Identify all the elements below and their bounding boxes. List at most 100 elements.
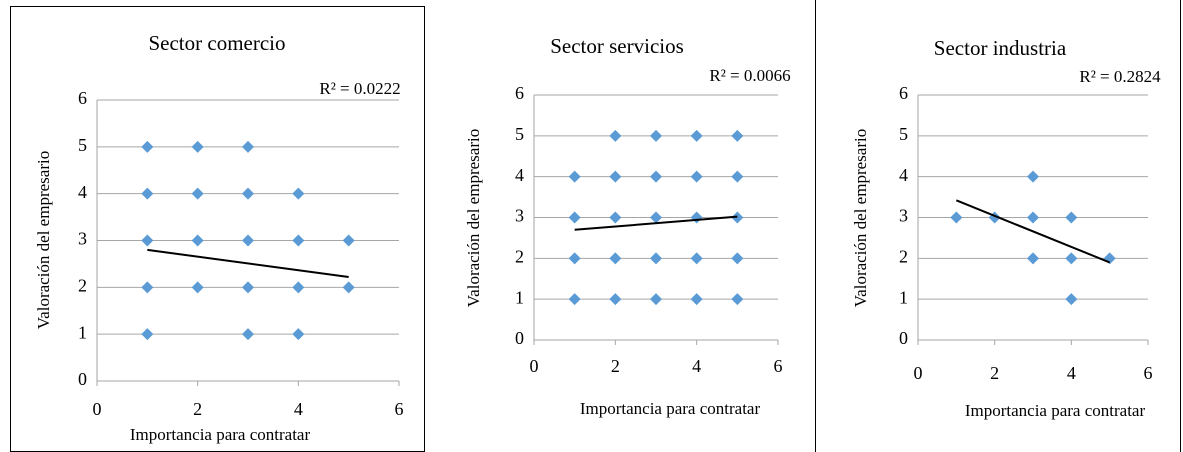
point	[568, 293, 581, 306]
y-tick-label: 3	[899, 206, 908, 226]
y-tick-label: 3	[78, 229, 87, 249]
y-tick-label: 0	[78, 369, 87, 389]
point	[141, 328, 154, 341]
point	[242, 187, 254, 200]
y-tick-label: 4	[899, 165, 908, 185]
point	[609, 252, 622, 265]
point	[650, 293, 662, 306]
y-tick-label: 0	[515, 328, 524, 348]
point	[191, 187, 204, 200]
point	[690, 293, 703, 306]
point	[1065, 252, 1078, 265]
y-tick-label: 1	[515, 287, 524, 307]
point	[731, 170, 744, 183]
point	[141, 234, 154, 247]
point	[690, 170, 703, 183]
chart-title: Sector comercio	[148, 31, 285, 55]
point	[690, 252, 703, 265]
y-tick-label: 2	[515, 246, 524, 266]
y-tick-label: 4	[515, 165, 524, 185]
point	[292, 187, 305, 200]
y-axis-label: Valoración del empresario	[464, 129, 483, 307]
panel-frame	[10, 6, 425, 452]
y-tick-label: 6	[515, 83, 524, 103]
point	[568, 170, 581, 183]
y-tick-label: 5	[515, 124, 524, 144]
point	[568, 252, 581, 265]
y-tick-label: 5	[899, 124, 908, 144]
point	[731, 129, 744, 142]
point	[191, 140, 204, 153]
point	[1065, 211, 1078, 224]
point	[342, 234, 355, 247]
point	[731, 252, 744, 265]
point	[609, 170, 622, 183]
point	[242, 234, 254, 247]
point	[141, 140, 154, 153]
y-tick-label: 3	[515, 206, 524, 226]
point	[568, 211, 581, 224]
point	[731, 293, 744, 306]
point	[292, 328, 305, 341]
x-tick-label: 6	[1144, 363, 1153, 383]
point	[650, 129, 662, 142]
x-tick-label: 4	[692, 356, 701, 376]
point	[141, 187, 154, 200]
point	[650, 252, 662, 265]
x-tick-label: 0	[530, 356, 539, 376]
trendline	[574, 215, 738, 231]
x-tick-label: 4	[294, 399, 303, 419]
point	[1027, 252, 1039, 265]
point	[609, 129, 622, 142]
y-tick-label: 5	[78, 135, 87, 155]
y-tick-label: 1	[899, 287, 908, 307]
point	[650, 211, 662, 224]
y-tick-label: 4	[78, 182, 87, 202]
point	[690, 129, 703, 142]
x-tick-label: 6	[395, 399, 404, 419]
x-axis-label: Importancia para contratar	[580, 399, 761, 418]
point	[650, 170, 662, 183]
y-tick-label: 2	[899, 246, 908, 266]
point	[690, 211, 703, 224]
point	[342, 281, 355, 294]
point	[191, 281, 204, 294]
y-tick-label: 1	[78, 322, 87, 342]
r-squared: R² = 0.0066	[709, 66, 790, 85]
y-tick-label: 0	[899, 328, 908, 348]
point	[141, 281, 154, 294]
x-axis-label: Importancia para contratar	[130, 425, 311, 444]
point	[242, 328, 254, 341]
x-tick-label: 6	[774, 356, 783, 376]
point	[609, 293, 622, 306]
point	[1103, 252, 1116, 265]
trendline	[955, 199, 1111, 264]
x-tick-label: 2	[611, 356, 620, 376]
r-squared: R² = 0.0222	[319, 79, 400, 98]
point	[1027, 211, 1039, 224]
point	[191, 234, 204, 247]
y-tick-label: 2	[78, 275, 87, 295]
point	[609, 211, 622, 224]
x-tick-label: 4	[1067, 363, 1076, 383]
point	[292, 234, 305, 247]
r-squared: R² = 0.2824	[1079, 67, 1161, 86]
x-tick-label: 0	[914, 363, 923, 383]
trendline	[147, 248, 349, 279]
y-axis-label: Valoración del empresario	[851, 129, 870, 307]
chart-title: Sector industria	[934, 36, 1067, 60]
x-tick-label: 2	[990, 363, 999, 383]
y-tick-label: 6	[899, 83, 908, 103]
x-axis-label: Importancia para contratar	[965, 401, 1146, 420]
point	[1027, 170, 1039, 183]
x-tick-label: 0	[93, 399, 102, 419]
point	[242, 281, 254, 294]
chart-title: Sector servicios	[550, 34, 684, 58]
point	[950, 211, 963, 224]
point	[1065, 293, 1078, 306]
y-tick-label: 6	[78, 88, 87, 108]
x-tick-label: 2	[193, 399, 202, 419]
point	[242, 140, 254, 153]
point	[292, 281, 305, 294]
